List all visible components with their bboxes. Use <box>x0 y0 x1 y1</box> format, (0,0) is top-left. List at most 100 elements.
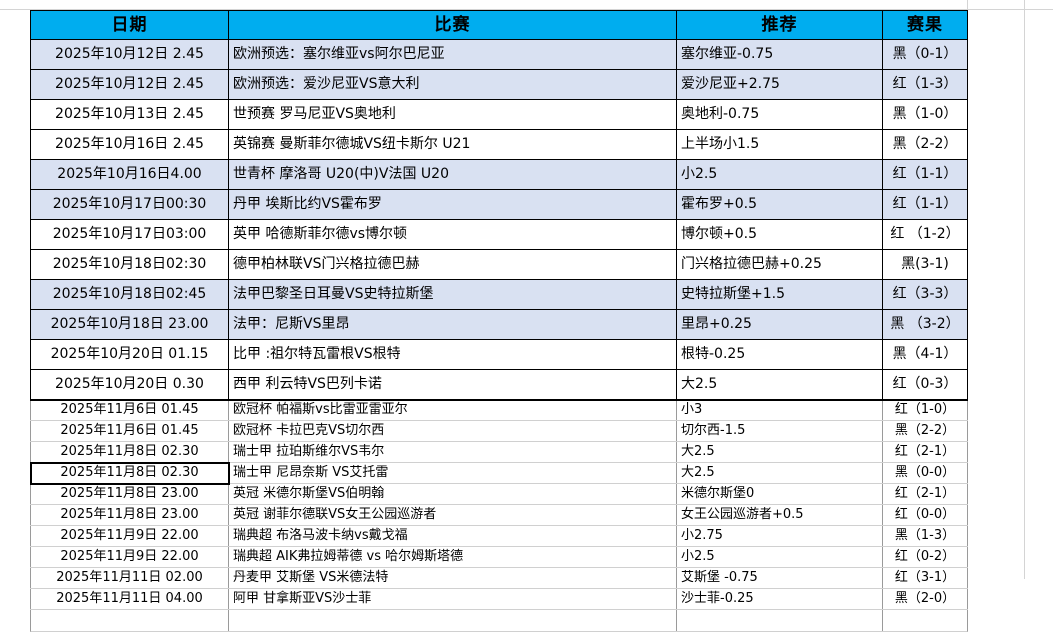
cell-pick[interactable]: 塞尔维亚-0.75 <box>676 39 883 70</box>
table-row[interactable]: 2025年11月11日 04.00 阿甲 甘拿斯亚VS沙士菲 沙士菲-0.25 黑（… <box>30 588 968 610</box>
cell-result[interactable]: 黑(3-1) <box>882 249 968 280</box>
table-row[interactable]: 2025年11月8日 23.00 英冠 米德尔斯堡VS伯明翰 米德尔斯堡0 红（2-1… <box>30 483 968 505</box>
cell-match[interactable]: 世预赛 罗马尼亚VS奥地利 <box>228 99 677 130</box>
cell-pick[interactable]: 小2.5 <box>676 546 883 568</box>
cell-pick[interactable]: 上半场小1.5 <box>676 129 883 160</box>
cell-date[interactable]: 2025年10月18日 23.00 <box>30 309 229 340</box>
cell-date[interactable]: 2025年10月18日02:45 <box>30 279 229 310</box>
cell-date[interactable]: 2025年11月8日 23.00 <box>30 483 229 505</box>
cell-match[interactable]: 瑞士甲 拉珀斯维尔VS韦尔 <box>228 441 677 463</box>
cell-result[interactable]: 红（1-1） <box>882 159 968 190</box>
cell-date[interactable]: 2025年10月13日 2.45 <box>30 99 229 130</box>
cell-pick[interactable]: 奥地利-0.75 <box>676 99 883 130</box>
cell-pick[interactable]: 沙士菲-0.25 <box>676 588 883 610</box>
cell-pick[interactable]: 霍布罗+0.5 <box>676 189 883 220</box>
cell-pick[interactable]: 小2.75 <box>676 525 883 547</box>
cell-date[interactable]: 2025年11月6日 01.45 <box>30 420 229 442</box>
cell-match[interactable]: 欧冠杯 帕福斯vs比雷亚雷亚尔 <box>228 398 677 421</box>
cell-result[interactable]: 红（3-3） <box>882 279 968 310</box>
table-row[interactable]: 2025年10月18日02:30 德甲柏林联VS门兴格拉德巴赫 门兴格拉德巴赫+0.… <box>30 249 968 280</box>
cell-pick[interactable]: 大2.5 <box>676 369 883 401</box>
cell-date[interactable]: 2025年11月11日 04.00 <box>30 588 229 610</box>
cell-result[interactable]: 红（1-0） <box>882 398 968 421</box>
cell-match[interactable]: 丹甲 埃斯比约VS霍布罗 <box>228 189 677 220</box>
cell-match[interactable]: 世青杯 摩洛哥 U20(中)V法国 U20 <box>228 159 677 190</box>
table-row[interactable]: 2025年10月16日4.00 世青杯 摩洛哥 U20(中)V法国 U20 小2.5… <box>30 159 968 190</box>
cell-result[interactable]: 红（2-1） <box>882 483 968 505</box>
cell-result[interactable]: 红（0-0） <box>882 504 968 526</box>
cell-result[interactable]: 黑（2-2） <box>882 420 968 442</box>
cell-pick[interactable]: 女王公园巡游者+0.5 <box>676 504 883 526</box>
cell-date[interactable]: 2025年11月9日 22.00 <box>30 546 229 568</box>
cell-match[interactable]: 英锦赛 曼斯菲尔德城VS纽卡斯尔 U21 <box>228 129 677 160</box>
table-row[interactable]: 2025年11月8日 02.30 瑞士甲 拉珀斯维尔VS韦尔 大2.5 红（2-1） <box>30 441 968 463</box>
cell-match[interactable]: 阿甲 甘拿斯亚VS沙士菲 <box>228 588 677 610</box>
cell-pick[interactable]: 史特拉斯堡+1.5 <box>676 279 883 310</box>
table-row[interactable]: 2025年10月16日 2.45 英锦赛 曼斯菲尔德城VS纽卡斯尔 U21 上半场小… <box>30 129 968 160</box>
table-row[interactable]: 2025年11月8日 02.30 瑞士甲 尼昂奈斯 VS艾托雷 大2.5 黑（0-0… <box>29 461 968 485</box>
cell-date[interactable]: 2025年10月16日 2.45 <box>30 129 229 160</box>
cell-result[interactable]: 黑（1-3） <box>882 525 968 547</box>
cell-match[interactable]: 瑞典超 AIK弗拉姆蒂德 vs 哈尔姆斯塔德 <box>228 546 677 568</box>
cell-result[interactable]: 红（1-3） <box>882 69 968 100</box>
cell-result[interactable]: 红（3-1） <box>882 567 968 589</box>
cell-date[interactable]: 2025年10月20日 0.30 <box>30 369 229 401</box>
table-row[interactable]: 2025年10月20日 01.15 比甲 :祖尔特瓦雷根VS根特 根特-0.25 黑… <box>30 339 968 370</box>
cell-pick[interactable]: 门兴格拉德巴赫+0.25 <box>676 249 883 280</box>
cell-date[interactable]: 2025年10月16日4.00 <box>30 159 229 190</box>
table-row[interactable]: 2025年11月6日 01.45 欧冠杯 帕福斯vs比雷亚雷亚尔 小3 红（1-0） <box>30 398 968 421</box>
cell-pick[interactable]: 根特-0.25 <box>676 339 883 370</box>
cell-result[interactable]: 黑（1-0） <box>882 99 968 130</box>
cell-match[interactable]: 比甲 :祖尔特瓦雷根VS根特 <box>228 339 677 370</box>
table-row[interactable]: 2025年10月13日 2.45 世预赛 罗马尼亚VS奥地利 奥地利-0.75 黑（1… <box>30 99 968 130</box>
cell-match[interactable]: 英甲 哈德斯菲尔德vs博尔顿 <box>228 219 677 250</box>
table-row[interactable]: 2025年11月9日 22.00 瑞典超 AIK弗拉姆蒂德 vs 哈尔姆斯塔德 小2… <box>30 546 968 568</box>
cell-result[interactable]: 红（0-2） <box>882 546 968 568</box>
cell-date[interactable]: 2025年10月12日 2.45 <box>30 69 229 100</box>
cell-match[interactable]: 英冠 米德尔斯堡VS伯明翰 <box>228 483 677 505</box>
table-row[interactable]: 2025年11月8日 23.00 英冠 谢菲尔德联VS女王公园巡游者 女王公园巡游… <box>30 504 968 526</box>
table-row[interactable]: 2025年10月18日02:45 法甲巴黎圣日耳曼VS史特拉斯堡 史特拉斯堡+1.5… <box>30 279 968 310</box>
cell-pick[interactable]: 米德尔斯堡0 <box>676 483 883 505</box>
cell-date[interactable]: 2025年10月17日03:00 <box>30 219 229 250</box>
cell-match[interactable]: 法甲巴黎圣日耳曼VS史特拉斯堡 <box>228 279 677 310</box>
cell-match[interactable]: 西甲 利云特VS巴列卡诺 <box>228 369 677 401</box>
cell-date[interactable]: 2025年10月18日02:30 <box>30 249 229 280</box>
cell-pick[interactable]: 小2.5 <box>676 159 883 190</box>
table-row[interactable]: 2025年11月9日 22.00 瑞典超 布洛马波卡纳vs戴戈福 小2.75 黑（1-… <box>30 525 968 547</box>
column-header-match[interactable]: 比赛 <box>228 10 677 40</box>
cell-result[interactable]: 黑 （3-2） <box>882 309 968 340</box>
table-row[interactable]: 2025年10月18日 23.00 法甲：尼斯VS里昂 里昂+0.25 黑 （3-2） <box>30 309 968 340</box>
table-row[interactable]: 2025年10月17日03:00 英甲 哈德斯菲尔德vs博尔顿 博尔顿+0.5 红 （… <box>30 219 968 250</box>
table-row[interactable]: 2025年11月11日 02.00 丹麦甲 艾斯堡 VS米德法特 艾斯堡 -0.7… <box>30 567 968 589</box>
cell-result[interactable]: 黑（4-1） <box>882 339 968 370</box>
cell-date[interactable]: 2025年11月11日 02.00 <box>30 567 229 589</box>
cell-pick[interactable]: 爱沙尼亚+2.75 <box>676 69 883 100</box>
table-row[interactable]: 2025年10月17日00:30 丹甲 埃斯比约VS霍布罗 霍布罗+0.5 红（1-1… <box>30 189 968 220</box>
cell-date[interactable]: 2025年11月8日 23.00 <box>30 504 229 526</box>
cell-date[interactable]: 2025年11月8日 02.30 <box>30 441 229 463</box>
cell-result[interactable]: 黑（2-0） <box>882 588 968 610</box>
cell-pick[interactable]: 小3 <box>676 398 883 421</box>
table-row[interactable]: 2025年11月6日 01.45 欧冠杯 卡拉巴克VS切尔西 切尔西-1.5 黑（2-… <box>30 420 968 442</box>
cell-match[interactable]: 丹麦甲 艾斯堡 VS米德法特 <box>228 567 677 589</box>
cell-pick[interactable]: 大2.5 <box>676 441 883 463</box>
cell-result[interactable]: 红 （1-2） <box>882 219 968 250</box>
table-row[interactable]: 2025年10月20日 0.30 西甲 利云特VS巴列卡诺 大2.5 红（0-3） <box>30 369 968 401</box>
cell-pick[interactable]: 切尔西-1.5 <box>676 420 883 442</box>
cell-match[interactable]: 欧洲预选：爱沙尼亚VS意大利 <box>228 69 677 100</box>
cell-result[interactable]: 黑（0-1） <box>882 39 968 70</box>
cell-match[interactable]: 欧洲预选：塞尔维亚vs阿尔巴尼亚 <box>228 39 677 70</box>
cell-date[interactable]: 2025年10月12日 2.45 <box>30 39 229 70</box>
cell-date[interactable]: 2025年10月17日00:30 <box>30 189 229 220</box>
table-row[interactable]: 2025年10月12日 2.45 欧洲预选：塞尔维亚vs阿尔巴尼亚 塞尔维亚-0.7… <box>30 39 968 70</box>
cell-pick[interactable]: 艾斯堡 -0.75 <box>676 567 883 589</box>
cell-date[interactable]: 2025年11月9日 22.00 <box>30 525 229 547</box>
cell-pick[interactable]: 大2.5 <box>676 462 883 484</box>
cell-result[interactable]: 黑（0-0） <box>882 462 968 484</box>
cell-match[interactable]: 英冠 谢菲尔德联VS女王公园巡游者 <box>228 504 677 526</box>
table-row[interactable]: 2025年10月12日 2.45 欧洲预选：爱沙尼亚VS意大利 爱沙尼亚+2.75 红… <box>30 69 968 100</box>
cell-date[interactable]: 2025年11月8日 02.30 <box>29 461 230 485</box>
cell-date[interactable]: 2025年11月6日 01.45 <box>30 398 229 421</box>
cell-match[interactable]: 瑞士甲 尼昂奈斯 VS艾托雷 <box>228 462 677 484</box>
